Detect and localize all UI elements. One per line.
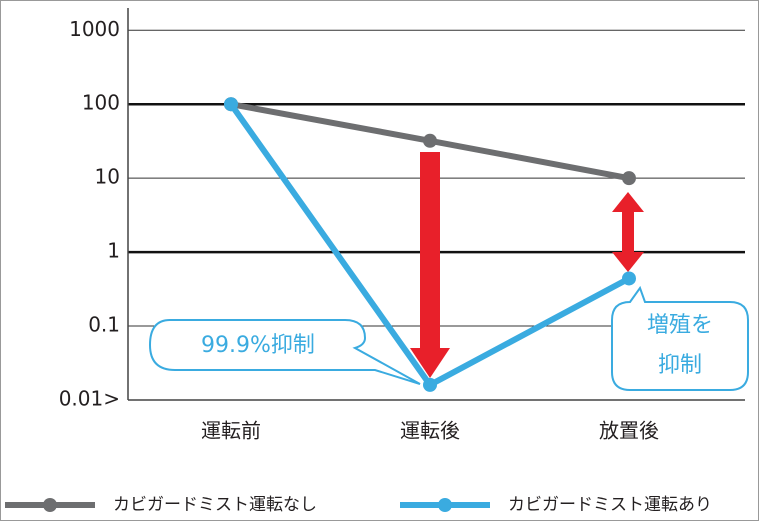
arrow-decrease bbox=[410, 152, 450, 378]
legend-label: カビガードミスト運転あり bbox=[508, 495, 712, 515]
data-point bbox=[423, 377, 437, 392]
y-tick-label: 0.1 bbox=[88, 313, 120, 337]
y-tick-label: 10 bbox=[95, 165, 120, 189]
x-tick-label: 放置後 bbox=[599, 419, 659, 443]
legend-marker bbox=[43, 498, 57, 512]
legend-label: カビガードミスト運転なし bbox=[113, 495, 317, 515]
callout-bubble bbox=[611, 285, 749, 391]
data-point bbox=[224, 97, 238, 112]
y-tick-label: 100 bbox=[82, 91, 120, 115]
data-point bbox=[622, 171, 636, 186]
annotation: 99.9%抑制 bbox=[201, 333, 315, 358]
legend-marker bbox=[438, 498, 452, 512]
data-point bbox=[423, 133, 437, 148]
y-tick-label: 1000 bbox=[69, 17, 120, 41]
callout-bubble bbox=[148, 319, 421, 385]
y-tick-label: 0.01> bbox=[59, 387, 120, 411]
arrow-gap bbox=[612, 192, 644, 272]
x-tick-label: 運転後 bbox=[400, 419, 460, 443]
y-tick-label: 1 bbox=[107, 239, 120, 263]
annotation: 抑制 bbox=[658, 353, 702, 378]
annotation: 増殖を bbox=[647, 313, 713, 338]
x-tick-label: 運転前 bbox=[201, 419, 261, 443]
data-point bbox=[622, 271, 636, 286]
